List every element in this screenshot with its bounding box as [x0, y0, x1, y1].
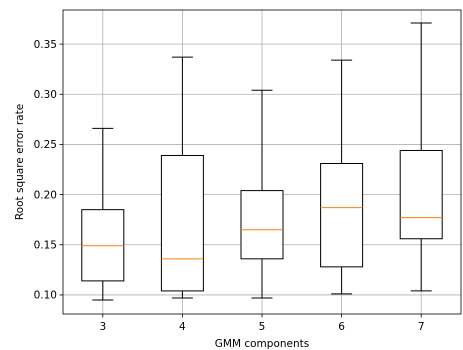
y-tick-label: 0.35	[34, 39, 57, 51]
x-tick-label: 7	[418, 321, 425, 333]
x-axis-ticks: 3 4 5 6 7	[99, 314, 425, 333]
x-tick-label: 6	[338, 321, 345, 333]
box-3	[81, 127, 125, 301]
box-plot-series	[81, 22, 443, 301]
y-tick-label: 0.30	[34, 89, 57, 101]
iqr-box	[160, 154, 204, 292]
box-4	[160, 56, 204, 299]
iqr-box	[399, 149, 443, 240]
y-axis-label: Root square error rate	[14, 104, 26, 220]
box-7	[399, 22, 443, 292]
y-axis-ticks: 0.10 0.15 0.20 0.25 0.30 0.35	[34, 39, 63, 302]
box-5	[240, 89, 284, 299]
y-tick-label: 0.25	[34, 139, 57, 151]
x-tick-label: 3	[99, 321, 106, 333]
x-tick-label: 5	[259, 321, 266, 333]
iqr-box	[81, 209, 125, 282]
y-tick-label: 0.10	[34, 290, 57, 302]
y-tick-label: 0.15	[34, 240, 57, 252]
y-tick-label: 0.20	[34, 189, 57, 201]
x-axis-label: GMM components	[215, 338, 309, 350]
iqr-box	[320, 163, 364, 268]
iqr-box	[240, 190, 284, 260]
x-tick-label: 4	[179, 321, 186, 333]
box-6	[320, 59, 364, 295]
